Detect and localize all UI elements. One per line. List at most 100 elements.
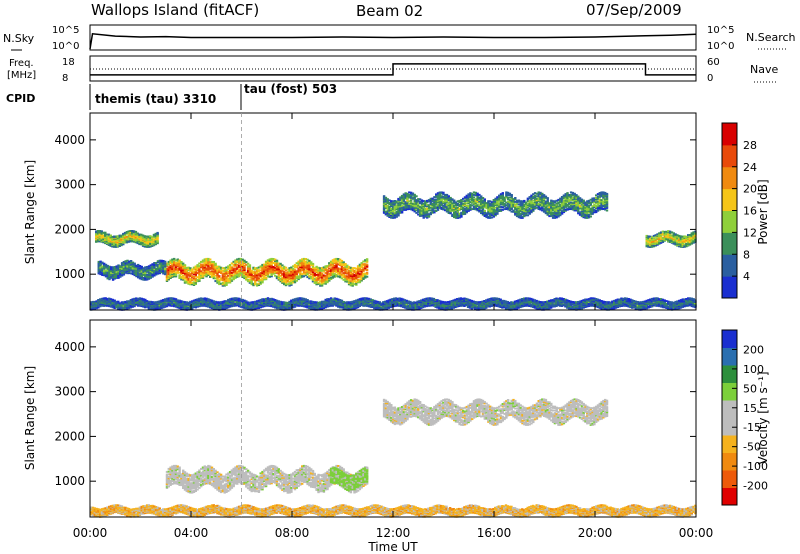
- power-cell: [542, 201, 546, 204]
- power-cell: [515, 207, 519, 210]
- power-cell: [667, 238, 670, 241]
- power-cell: [478, 208, 481, 210]
- power-cell: [207, 267, 210, 270]
- power-cell: [406, 204, 409, 207]
- power-cell: [433, 198, 436, 201]
- power-cell: [411, 206, 415, 209]
- power-cell: [681, 235, 684, 238]
- power-cell: [311, 275, 315, 277]
- power-cell: [465, 196, 468, 198]
- power-cell: [167, 266, 170, 269]
- power-cell: [454, 214, 458, 217]
- power-cell: [120, 243, 123, 246]
- power-cell: [286, 280, 289, 283]
- power-cell: [320, 275, 324, 278]
- power-cell: [454, 202, 458, 205]
- power-cell: [478, 200, 481, 203]
- power-cell: [98, 230, 102, 232]
- power-cell: [490, 208, 494, 211]
- power-cell: [560, 210, 564, 213]
- power-cell: [185, 272, 188, 275]
- power-cell: [478, 205, 481, 208]
- power-cell: [515, 206, 519, 209]
- power-cell: [474, 198, 477, 201]
- power-cell: [395, 205, 398, 208]
- power-cell: [649, 246, 652, 248]
- power-cell: [442, 191, 445, 194]
- power-cell: [331, 261, 335, 264]
- power-cell: [198, 274, 201, 277]
- power-cell: [586, 201, 589, 204]
- power-cell: [105, 238, 109, 241]
- power-cell: [228, 277, 232, 280]
- power-cell: [340, 273, 344, 276]
- power-cell: [386, 205, 389, 208]
- power-cell: [564, 193, 567, 196]
- power-cell: [194, 272, 197, 275]
- power-cell: [326, 266, 329, 269]
- power-cell: [596, 205, 600, 208]
- power-cell: [347, 275, 351, 278]
- power-cell: [605, 192, 609, 195]
- power-cell: [317, 277, 320, 280]
- power-cell: [411, 192, 415, 195]
- power-cell: [185, 271, 188, 273]
- power-cell: [533, 202, 537, 205]
- power-cell: [521, 206, 524, 209]
- power-cell: [544, 203, 548, 206]
- power-cell: [324, 278, 327, 281]
- power-cell: [304, 267, 307, 270]
- power-cell: [358, 269, 362, 272]
- power-cell: [228, 280, 232, 283]
- power-cell: [555, 208, 558, 211]
- power-cell: [481, 208, 485, 211]
- power-cell: [444, 206, 447, 209]
- power-cell: [344, 279, 347, 282]
- power-cell: [573, 206, 576, 209]
- power-cell: [194, 274, 197, 277]
- power-cell: [301, 269, 304, 272]
- power-cell: [268, 269, 271, 272]
- power-cell: [492, 215, 495, 218]
- power-cell: [254, 275, 257, 278]
- power-cell: [203, 273, 206, 276]
- power-cell: [649, 235, 652, 238]
- power-cell: [499, 209, 503, 212]
- power-cell: [174, 275, 178, 278]
- power-cell: [476, 193, 479, 196]
- power-cell: [246, 274, 250, 277]
- power-cell: [331, 259, 335, 262]
- power-cell: [586, 215, 589, 218]
- power-cell: [587, 210, 591, 212]
- power-cell: [555, 204, 558, 207]
- power-cell: [255, 273, 259, 276]
- power-cell: [264, 271, 268, 274]
- power-cell: [390, 215, 393, 218]
- power-cell: [207, 266, 210, 268]
- power-cell: [243, 262, 246, 265]
- power-cell: [582, 208, 585, 211]
- power-cell: [288, 281, 291, 284]
- power-cell: [508, 208, 512, 210]
- power-cell: [290, 275, 293, 278]
- power-cell: [521, 204, 524, 207]
- power-cell: [125, 231, 129, 233]
- power-cell: [512, 203, 515, 206]
- power-cell: [209, 272, 212, 274]
- power-cell: [301, 267, 304, 270]
- power-cell: [266, 266, 270, 269]
- power-cell: [393, 203, 397, 206]
- power-cell: [189, 282, 192, 284]
- power-cell: [344, 265, 347, 268]
- power-cell: [126, 261, 129, 264]
- power-cell: [259, 273, 262, 276]
- power-cell: [559, 211, 562, 214]
- power-cell: [353, 279, 356, 282]
- power-cell: [532, 207, 535, 210]
- power-cell: [187, 274, 190, 277]
- power-cell: [266, 262, 270, 264]
- power-cell: [167, 267, 170, 270]
- power-cell: [384, 210, 388, 213]
- power-cell: [358, 263, 362, 266]
- power-cell: [228, 266, 232, 269]
